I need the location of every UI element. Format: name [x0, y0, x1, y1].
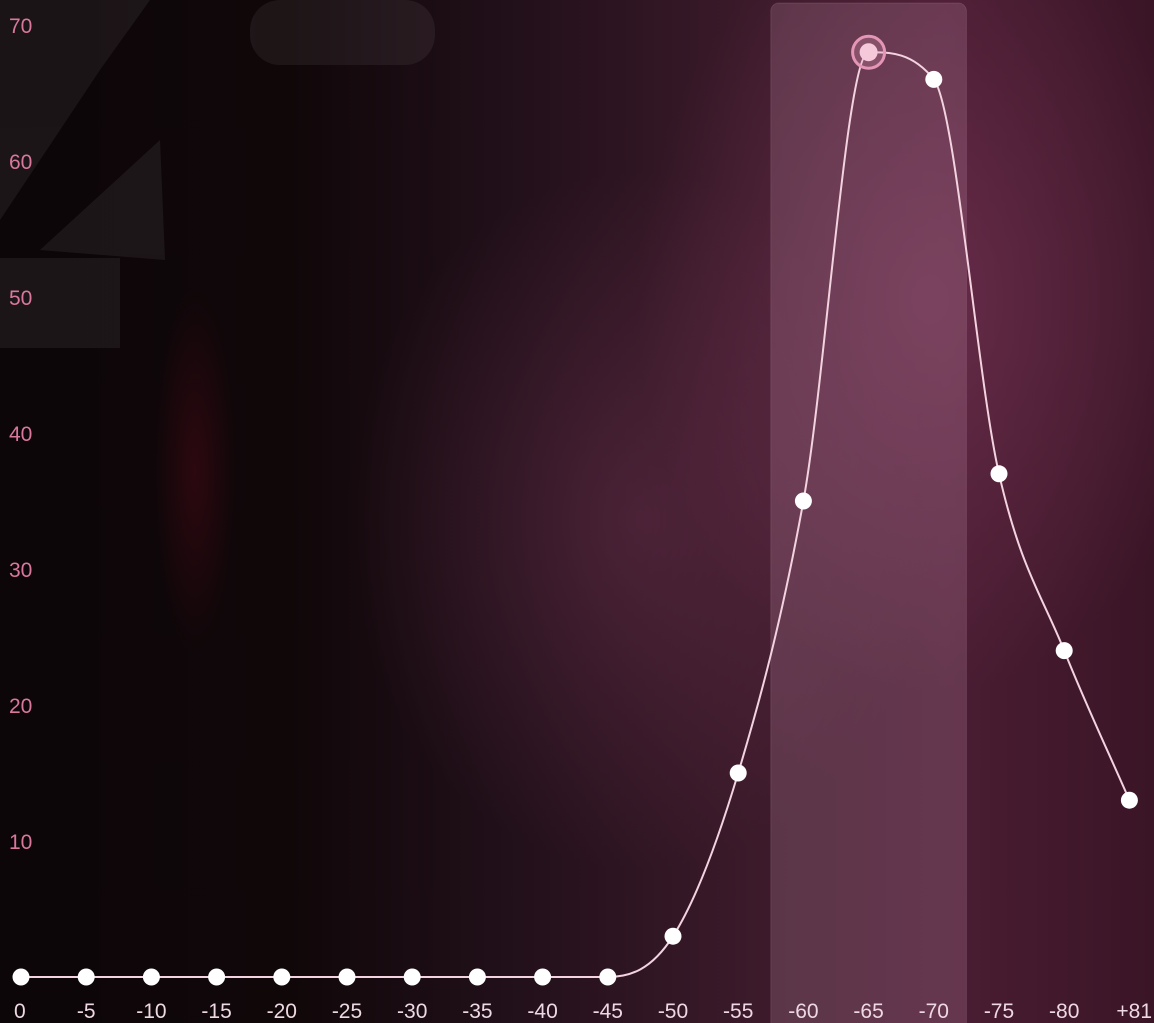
data-point: [990, 465, 1008, 483]
x-tick-label: -30: [397, 1000, 427, 1023]
x-tick-label: -60: [788, 1000, 818, 1023]
data-point: [534, 968, 552, 986]
x-tick-label: -10: [136, 1000, 166, 1023]
x-tick-label: -20: [267, 1000, 297, 1023]
x-tick-label: -55: [723, 1000, 753, 1023]
y-tick-label: 10: [9, 831, 32, 854]
data-point: [1120, 791, 1138, 809]
data-point: [77, 968, 95, 986]
data-point: [599, 968, 617, 986]
x-tick-label: -15: [201, 1000, 231, 1023]
data-point: [794, 492, 812, 510]
data-point: [403, 968, 421, 986]
x-tick-label: -25: [332, 1000, 362, 1023]
x-axis-ticks: 0 -5 -10 -15 -20 -25 -30 -35 -40 -45 -50 -55 -60 -65 -…: [14, 1000, 1152, 1023]
peak-point-marker: [851, 34, 887, 70]
data-point: [729, 764, 747, 782]
data-point: [925, 70, 943, 88]
x-tick-label: -80: [1049, 1000, 1079, 1023]
data-point: [142, 968, 160, 986]
x-tick-label: -50: [658, 1000, 688, 1023]
watermark-logo: [0, 0, 435, 348]
x-tick-label: -40: [527, 1000, 557, 1023]
highlight-band: [770, 2, 967, 1023]
data-point: [468, 968, 486, 986]
x-tick-label: -75: [984, 1000, 1014, 1023]
data-point: [273, 968, 291, 986]
x-tick-label: +81: [1116, 1000, 1152, 1023]
data-point: [338, 968, 356, 986]
x-tick-label: -65: [853, 1000, 883, 1023]
y-tick-label: 70: [9, 15, 32, 38]
x-tick-label: -5: [77, 1000, 96, 1023]
data-point: [664, 927, 682, 945]
data-point: [208, 968, 226, 986]
y-axis-ticks: 10 20 30 40 50 60 70: [9, 15, 32, 854]
x-tick-label: -35: [462, 1000, 492, 1023]
x-tick-label: -45: [593, 1000, 623, 1023]
y-tick-label: 30: [9, 559, 32, 582]
x-tick-label: -70: [919, 1000, 949, 1023]
y-tick-label: 60: [9, 151, 32, 174]
y-tick-label: 40: [9, 423, 32, 446]
data-point: [12, 968, 30, 986]
x-tick-label: 0: [14, 1000, 26, 1023]
y-tick-label: 20: [9, 695, 32, 718]
data-points: [12, 34, 1138, 986]
data-point: [1055, 642, 1073, 660]
y-tick-label: 50: [9, 287, 32, 310]
series-line: [21, 51, 1131, 979]
